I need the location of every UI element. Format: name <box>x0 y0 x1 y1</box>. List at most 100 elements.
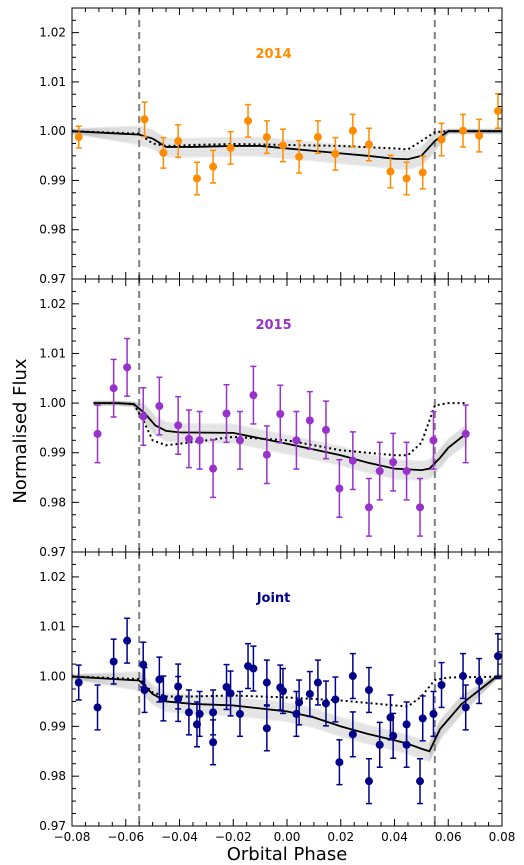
x-tick-label: 0.06 <box>435 830 462 844</box>
data-point <box>389 458 398 467</box>
data-point <box>93 429 102 438</box>
data-point <box>335 484 344 493</box>
panel-2: 2015 0.97 0.98 0.99 1.00 1.01 1.02 <box>39 278 503 559</box>
data-point <box>493 106 502 115</box>
data-point <box>429 436 438 445</box>
x-tick-label: 0.04 <box>381 830 408 844</box>
data-point <box>416 777 425 786</box>
x-tick-label: −0.02 <box>215 830 252 844</box>
data-point <box>295 698 304 707</box>
data-point <box>437 681 446 690</box>
data-point <box>123 636 132 645</box>
data-point <box>195 709 204 718</box>
model-sample-line <box>72 129 502 157</box>
data-point <box>335 758 344 767</box>
y-tick-label: 0.99 <box>39 446 66 460</box>
plot-area <box>72 552 502 826</box>
data-point <box>209 162 218 171</box>
data-point <box>209 708 218 717</box>
y-tick-label: 0.99 <box>39 173 66 187</box>
y-tick-label: 0.99 <box>39 719 66 733</box>
data-point <box>402 740 411 749</box>
best-fit-model-line <box>72 130 502 161</box>
y-tick-label: 1.02 <box>39 570 66 584</box>
model-sample-line <box>72 129 502 159</box>
data-point <box>364 140 373 149</box>
y-axis-title: Normalised Flux <box>10 358 31 503</box>
panel-title: Joint <box>256 591 291 606</box>
data-point <box>461 429 470 438</box>
x-tick-label: −0.04 <box>161 830 198 844</box>
data-point <box>174 694 183 703</box>
data-point <box>140 685 149 694</box>
data-point <box>222 409 231 418</box>
data-point <box>74 133 83 142</box>
data-point <box>159 148 168 157</box>
data-point <box>475 677 484 686</box>
x-tick-label: 0.00 <box>274 830 301 844</box>
x-tick-label: −0.08 <box>54 830 91 844</box>
data-point <box>461 703 470 712</box>
data-point <box>195 436 204 445</box>
data-point <box>348 672 357 681</box>
x-axis-title: Orbital Phase <box>227 844 348 865</box>
data-point <box>192 174 201 183</box>
data-point <box>209 738 218 747</box>
model-sample-line <box>72 125 502 153</box>
y-tick-label: 1.01 <box>39 620 66 634</box>
data-point <box>459 126 468 135</box>
data-point <box>305 689 314 698</box>
panel-3: Joint 0.97 0.98 0.99 1.00 1.01 1.02 −0.08 −0.06 −… <box>39 551 516 844</box>
data-point <box>244 116 253 125</box>
data-point <box>493 652 502 661</box>
y-tick-label: 1.00 <box>39 124 66 138</box>
data-point <box>226 689 235 698</box>
data-point <box>139 412 148 421</box>
data-point <box>402 174 411 183</box>
data-point <box>305 416 314 425</box>
data-point <box>74 678 83 687</box>
data-point <box>262 724 271 733</box>
data-point <box>109 384 118 393</box>
data-point <box>93 703 102 712</box>
data-point <box>174 421 183 430</box>
y-tick-label: 1.01 <box>39 346 66 360</box>
data-point <box>262 133 271 142</box>
model-sample-line <box>72 130 502 162</box>
dotted-model-line <box>72 130 502 151</box>
x-tick-label: −0.06 <box>107 830 144 844</box>
data-point <box>321 425 330 434</box>
data-point <box>389 731 398 740</box>
y-tick-label: 0.98 <box>39 769 66 783</box>
model-sample-line <box>72 130 502 164</box>
data-point <box>109 657 118 666</box>
y-tick-label: 1.02 <box>39 297 66 311</box>
data-point <box>209 464 218 473</box>
data-point <box>159 694 168 703</box>
data-point <box>348 126 357 135</box>
y-tick-label: 0.97 <box>39 272 66 286</box>
panel-title: 2015 <box>255 318 291 333</box>
data-point <box>313 133 322 142</box>
plot-area <box>93 279 470 552</box>
data-point <box>278 141 287 150</box>
data-point <box>249 664 258 673</box>
data-point <box>416 503 425 512</box>
y-tick-label: 1.00 <box>39 396 66 410</box>
data-point <box>139 660 148 669</box>
data-point <box>364 685 373 694</box>
data-point <box>364 777 373 786</box>
data-point <box>184 434 193 443</box>
plot-area <box>72 8 502 279</box>
data-point <box>123 363 132 372</box>
data-point <box>226 143 235 152</box>
x-tick-label: 0.02 <box>327 830 354 844</box>
panel-1: 2014 0.97 0.98 0.99 1.00 1.01 1.02 <box>39 7 503 286</box>
data-point <box>386 167 395 176</box>
data-point <box>140 115 149 124</box>
x-tick-label: 0.08 <box>489 830 516 844</box>
y-tick-label: 0.98 <box>39 223 66 237</box>
data-point <box>348 456 357 465</box>
data-point <box>249 391 258 400</box>
